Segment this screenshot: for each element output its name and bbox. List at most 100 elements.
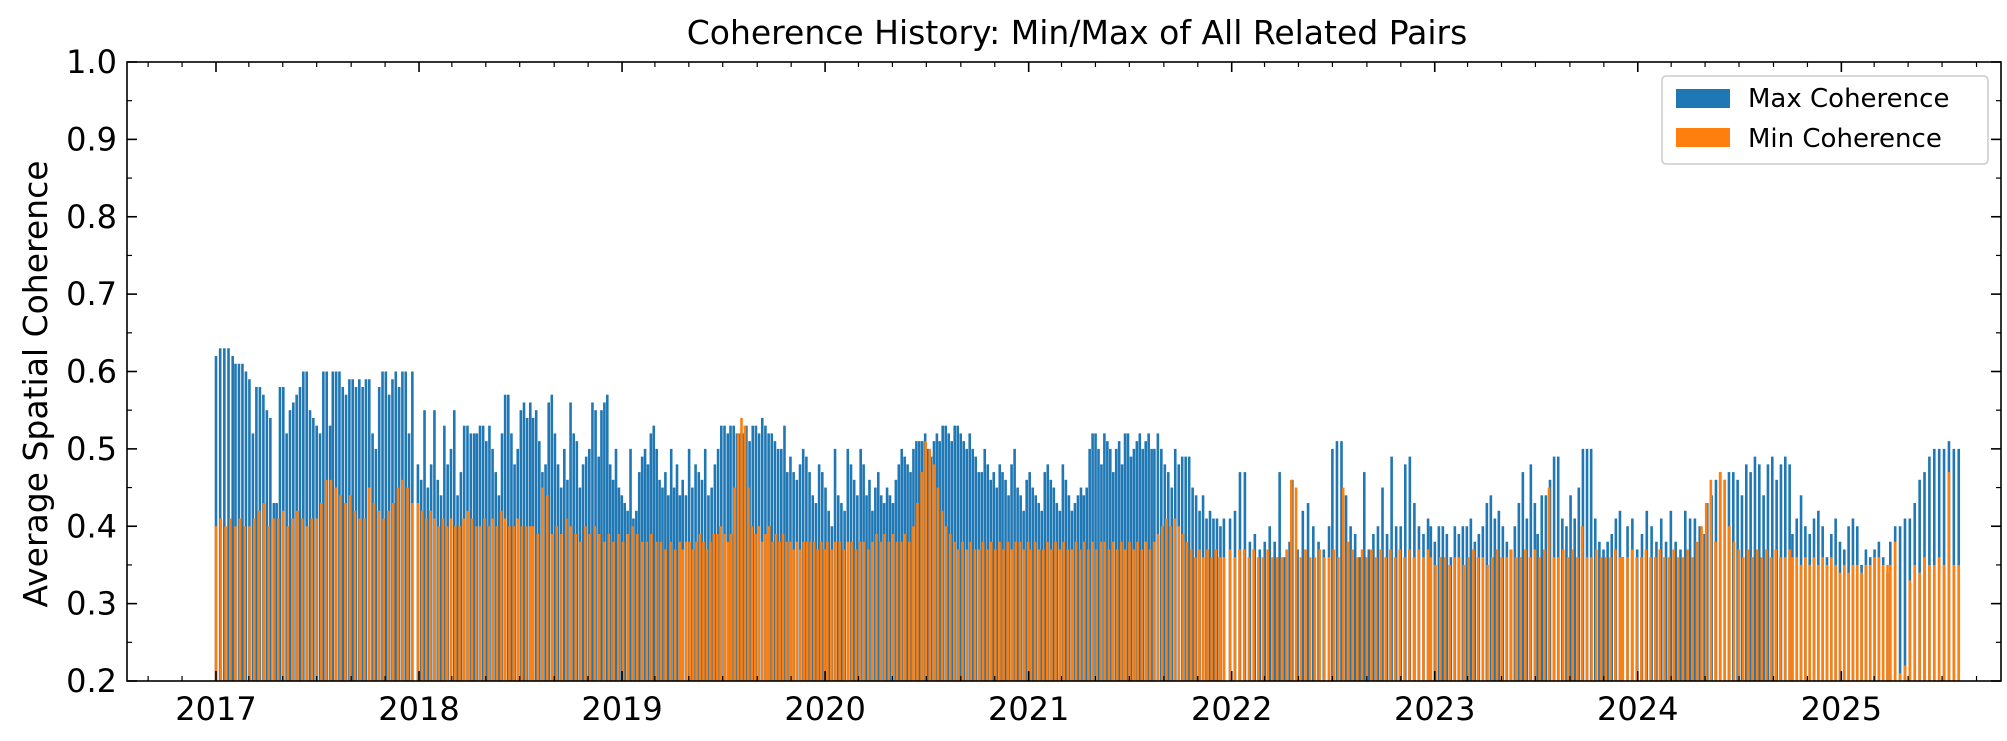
min-coherence-bar (1842, 564, 1846, 681)
min-coherence-bar (1704, 503, 1708, 681)
max-coherence-bar (534, 410, 538, 681)
max-coherence-bar (1493, 518, 1497, 681)
min-coherence-bar (754, 533, 757, 681)
min-coherence-bar (1690, 557, 1694, 681)
min-coherence-bar (1050, 549, 1053, 681)
min-coherence-bar (726, 541, 729, 681)
max-coherence-bar (351, 379, 354, 681)
y-tick-label: 0.3 (66, 585, 117, 623)
min-coherence-bar (932, 464, 936, 681)
min-coherence-bar (850, 541, 854, 681)
min-coherence-bar (1443, 557, 1447, 681)
max-coherence-bar (241, 363, 244, 681)
min-coherence-bar (1185, 541, 1189, 681)
min-coherence-bar (257, 510, 261, 681)
max-coherence-bar (780, 448, 783, 682)
max-coherence-bar (1097, 448, 1100, 682)
max-coherence-bar (1517, 503, 1521, 681)
max-coherence-bar (384, 371, 388, 681)
min-coherence-bar (733, 487, 736, 681)
max-coherence-bar (1693, 518, 1697, 681)
min-coherence-bar (479, 526, 482, 681)
min-coherence-bar (862, 541, 866, 681)
min-coherence-bar (879, 541, 882, 681)
min-coherence-bar (1169, 526, 1172, 681)
min-coherence-bar (1595, 549, 1598, 681)
min-coherence-bar (1360, 549, 1364, 681)
min-coherence-bar (1795, 557, 1799, 681)
y-tick-label: 0.2 (66, 662, 117, 700)
max-coherence-bar (563, 448, 566, 682)
min-coherence-bar (736, 433, 740, 681)
max-coherence-bar (1163, 464, 1167, 681)
max-coherence-bar (1573, 518, 1576, 681)
max-coherence-bar (1278, 472, 1281, 681)
min-coherence-bar (994, 549, 997, 681)
min-coherence-bar (1903, 665, 1907, 681)
max-coherence-bar (374, 448, 378, 682)
min-coherence-bar (1082, 541, 1086, 681)
max-coherence-bar (394, 371, 398, 681)
max-coherence-bar (1540, 495, 1544, 681)
min-coherence-bar (238, 518, 242, 681)
min-coherence-bar (1393, 557, 1397, 681)
min-coherence-bar (698, 533, 702, 681)
min-coherence-bar (1908, 580, 1912, 681)
max-coherence-bar (1437, 526, 1441, 681)
min-coherence-bar (344, 503, 347, 681)
min-coherence-bar (1855, 564, 1859, 681)
min-coherence-bar (406, 487, 409, 681)
min-coherence-bar (1365, 557, 1369, 681)
min-coherence-bar (1957, 564, 1961, 681)
min-coherence-bar (1604, 557, 1608, 681)
min-coherence-bar (310, 518, 314, 681)
min-coherence-bar (1472, 549, 1475, 681)
max-coherence-bar (1301, 510, 1305, 681)
min-coherence-bar (781, 533, 785, 681)
min-coherence-bar (416, 503, 420, 681)
max-coherence-bar (814, 503, 818, 681)
min-coherence-bar (454, 526, 457, 681)
max-coherence-bar (1703, 533, 1706, 681)
max-coherence-bar (1273, 541, 1276, 681)
min-coherence-bar (1830, 557, 1833, 681)
max-coherence-bar (1758, 464, 1761, 681)
max-coherence-bar (926, 448, 930, 682)
max-coherence-bar (553, 433, 557, 681)
max-coherence-bar (556, 464, 560, 681)
min-coherence-bar (536, 533, 540, 681)
max-coherence-bar (591, 402, 594, 681)
min-coherence-bar (678, 541, 682, 681)
x-tick-label: 2024 (1597, 690, 1678, 728)
max-coherence-bar (547, 402, 550, 681)
min-coherence-bar (267, 526, 270, 681)
min-coherence-bar (1103, 541, 1107, 681)
max-coherence-bar (269, 417, 272, 681)
max-coherence-bar (1025, 479, 1028, 681)
min-coherence-bar (907, 541, 911, 681)
min-coherence-bar (1087, 549, 1090, 681)
max-coherence-bar (1745, 464, 1748, 681)
min-coherence-bar (965, 549, 968, 681)
min-coherence-bar (1864, 564, 1868, 681)
min-coherence-bar (524, 526, 528, 681)
min-coherence-bar (1115, 549, 1119, 681)
max-coherence-bar (318, 433, 322, 681)
x-tick-label: 2019 (581, 690, 662, 728)
min-coherence-bar (858, 541, 862, 681)
max-coherence-bar (485, 441, 488, 681)
min-coherence-bar (1222, 557, 1226, 681)
min-coherence-bar (1847, 572, 1850, 681)
min-coherence-bar (1422, 557, 1425, 681)
min-coherence-bar (957, 549, 960, 681)
min-coherence-bar (1571, 549, 1574, 681)
min-coherence-bar (1181, 533, 1185, 681)
max-coherence-bar (364, 379, 368, 681)
min-coherence-bar (867, 549, 870, 681)
min-coherence-bar (1346, 541, 1350, 681)
min-coherence-bar (899, 541, 903, 681)
min-coherence-bar (1524, 549, 1527, 681)
min-coherence-bar (495, 526, 499, 681)
min-coherence-bar (1029, 549, 1033, 681)
